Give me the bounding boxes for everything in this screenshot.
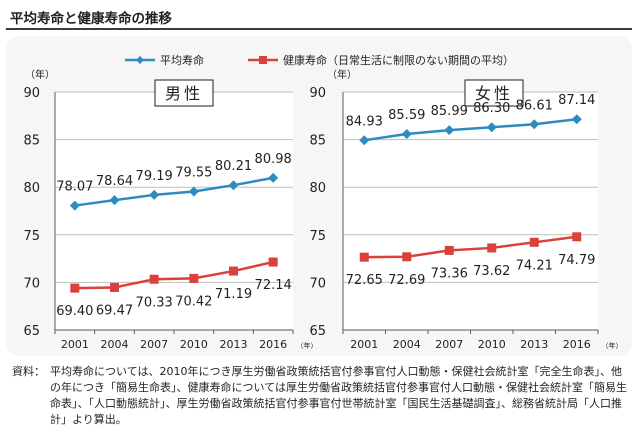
data-point-healthy xyxy=(572,232,582,242)
data-point-healthy xyxy=(487,243,497,253)
x-unit-label: （年） xyxy=(602,341,623,350)
x-tick-label: 2001 xyxy=(61,338,89,351)
footnote-text: 平均寿命については、2010年につき厚生労働省政策統括官付参事官付人口動態・保健… xyxy=(50,365,627,426)
data-label: 72.69 xyxy=(388,273,425,288)
y-tick-label: 65 xyxy=(309,324,326,339)
y-tick-label: 65 xyxy=(23,324,40,339)
data-label: 86.61 xyxy=(516,98,553,113)
y-tick-label: 90 xyxy=(309,86,326,101)
data-point-healthy xyxy=(110,282,119,292)
data-label: 85.99 xyxy=(431,104,468,119)
data-point-healthy xyxy=(529,237,539,247)
data-label: 70.42 xyxy=(175,294,212,309)
data-point-avg xyxy=(188,186,199,197)
legend-avg-label: 平均寿命 xyxy=(160,53,204,67)
data-label: 84.93 xyxy=(346,114,383,129)
data-point-healthy xyxy=(359,252,369,262)
data-label: 74.21 xyxy=(516,258,553,273)
data-point-healthy xyxy=(149,274,159,284)
y-tick-label: 70 xyxy=(309,276,326,291)
x-tick-label: 2004 xyxy=(393,338,421,351)
data-point-healthy xyxy=(189,273,199,283)
series-line-avg xyxy=(74,176,274,207)
y-tick-label: 85 xyxy=(23,134,40,149)
data-label: 85.59 xyxy=(388,108,425,123)
page-title: 平均寿命と健康寿命の推移 xyxy=(10,11,172,27)
panel-label: 女性 xyxy=(475,84,513,103)
data-label: 69.47 xyxy=(96,303,133,318)
x-tick-label: 2007 xyxy=(140,338,168,351)
chart-female: 65 70 75 80 85 90 2001 2004 2007 2010 2013 2016 （年） （… xyxy=(309,68,622,351)
legend-healthy-marker xyxy=(259,56,267,64)
data-label: 73.62 xyxy=(473,264,510,279)
y-tick-label: 90 xyxy=(23,86,40,101)
x-tick-label: 2016 xyxy=(259,338,287,351)
x-tick-label: 2013 xyxy=(520,338,548,351)
data-label: 71.19 xyxy=(215,287,252,302)
x-unit-label: （年） xyxy=(297,341,318,350)
data-label: 78.07 xyxy=(56,180,93,195)
data-point-avg xyxy=(444,125,455,136)
x-tick-label: 2001 xyxy=(350,338,378,351)
charts-svg: 平均寿命 健康寿命（日常生活に制限のない期間の平均） 65 70 75 80 85 90 200… xyxy=(23,53,622,351)
data-point-avg xyxy=(529,119,540,130)
data-point-avg xyxy=(571,114,582,125)
legend: 平均寿命 健康寿命（日常生活に制限のない期間の平均） xyxy=(125,53,514,67)
legend-healthy-label: 健康寿命（日常生活に制限のない期間の平均） xyxy=(283,53,514,67)
y-tick-label: 80 xyxy=(23,181,40,196)
y-tick-label: 85 xyxy=(309,134,326,149)
x-tick-label: 2007 xyxy=(435,338,463,351)
x-tick-label: 2013 xyxy=(220,338,248,351)
data-point-avg xyxy=(149,189,160,200)
data-point-healthy xyxy=(444,245,454,255)
data-point-avg xyxy=(359,135,370,146)
data-point-avg xyxy=(228,180,239,191)
data-point-avg xyxy=(109,195,120,206)
data-point-avg xyxy=(401,128,412,139)
data-label: 73.36 xyxy=(431,266,468,281)
data-label: 87.14 xyxy=(558,93,595,108)
data-label: 80.98 xyxy=(255,152,292,167)
data-label: 72.65 xyxy=(346,273,383,288)
series-line-avg xyxy=(364,117,577,142)
data-point-avg xyxy=(268,172,279,183)
y-unit-label: （年） xyxy=(25,68,55,81)
x-tick-label: 2010 xyxy=(478,338,506,351)
data-label: 70.33 xyxy=(136,295,173,310)
data-label: 79.19 xyxy=(136,169,173,184)
header-bar: 平均寿命と健康寿命の推移 xyxy=(6,6,632,30)
data-label: 80.21 xyxy=(215,159,252,174)
data-label: 74.79 xyxy=(558,253,595,268)
data-label: 86.30 xyxy=(473,101,510,116)
data-point-avg xyxy=(69,200,80,211)
legend-avg-marker xyxy=(136,56,144,64)
data-point-avg xyxy=(486,122,497,133)
y-tick-label: 75 xyxy=(23,229,40,244)
y-tick-label: 75 xyxy=(309,229,326,244)
data-point-healthy xyxy=(229,266,238,276)
data-label: 69.40 xyxy=(56,304,93,319)
panel-label-box xyxy=(154,79,214,107)
plot-area xyxy=(343,92,598,330)
footnote-label: 資料： xyxy=(12,365,45,378)
data-label: 72.14 xyxy=(255,278,292,293)
panel-label-box xyxy=(464,79,524,107)
plot-area xyxy=(55,92,293,330)
x-tick-label: 2016 xyxy=(563,338,591,351)
data-label: 79.55 xyxy=(175,165,212,180)
series-line-healthy xyxy=(74,260,274,290)
data-point-healthy xyxy=(268,257,278,267)
series-line-healthy xyxy=(364,235,577,259)
y-tick-label: 80 xyxy=(309,181,326,196)
data-point-healthy xyxy=(70,283,80,293)
y-tick-label: 70 xyxy=(23,276,40,291)
panel-label: 男性 xyxy=(165,84,203,103)
x-tick-label: 2004 xyxy=(101,338,129,351)
data-point-healthy xyxy=(402,252,412,262)
chart-male: 65 70 75 80 85 90 2001 2004 2007 2010 2013 2016 （年） （… xyxy=(23,68,317,351)
x-tick-label: 2010 xyxy=(180,338,208,351)
data-label: 78.64 xyxy=(96,174,133,189)
y-unit-label: （年） xyxy=(327,68,357,81)
